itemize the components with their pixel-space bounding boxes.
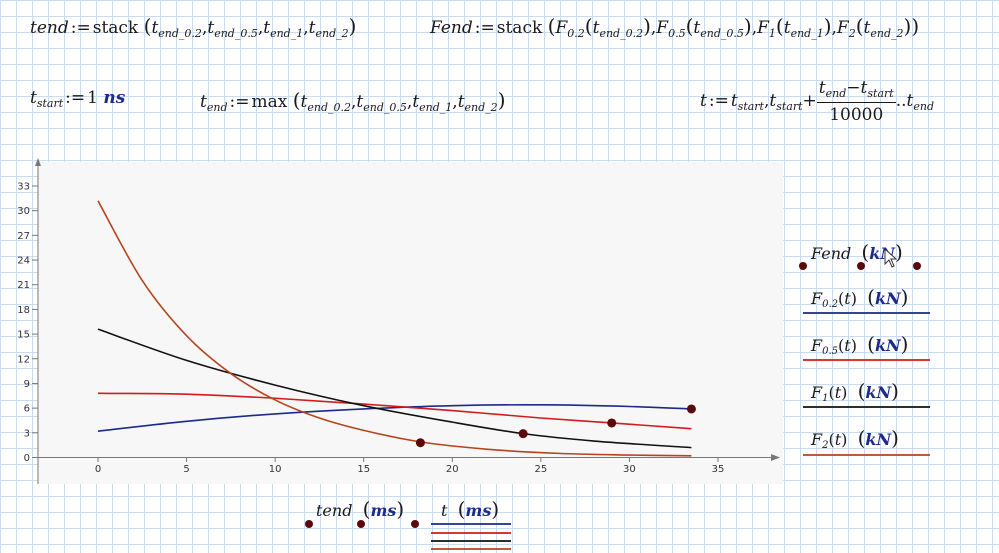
y-tick-label: 0 xyxy=(24,453,30,464)
y-tick-label: 9 xyxy=(24,379,30,390)
x-tick-label: 0 xyxy=(95,464,101,475)
legend-marker-swatch xyxy=(857,262,865,270)
tstart-definition[interactable]: tstart:= 1 ns xyxy=(30,88,126,110)
y-tick-label: 12 xyxy=(17,354,30,365)
fend-marker[interactable] xyxy=(518,429,528,439)
y-tick-label: 15 xyxy=(17,330,30,341)
fend-marker[interactable] xyxy=(686,404,696,414)
plot-background xyxy=(38,162,783,484)
max-function: max xyxy=(251,92,288,112)
stack-function: stack xyxy=(496,18,543,38)
legend-fend[interactable]: Fend (kN) xyxy=(811,240,903,264)
x-axis-arrow-icon xyxy=(771,454,780,461)
legend-f2[interactable]: F2(t) (kN) xyxy=(811,426,899,451)
x-legend-marker-swatch xyxy=(357,520,365,528)
x-label-t[interactable]: t (ms) xyxy=(441,497,500,521)
y-tick-label: 33 xyxy=(17,182,30,193)
series-line-1[interactable] xyxy=(97,392,692,430)
tend-max-equation[interactable]: tend:= max (tend_0.2,tend_0.5,tend_1,tend… xyxy=(200,88,506,114)
tend-variable: tend xyxy=(30,18,69,38)
tstart-value: 1 xyxy=(87,88,98,108)
x-tick-label: 20 xyxy=(446,464,459,475)
series-line-3[interactable] xyxy=(97,200,692,457)
x-tick-label: 30 xyxy=(623,464,636,475)
y-tick-label: 27 xyxy=(17,231,30,242)
mouse-cursor-icon xyxy=(884,248,898,268)
legend-marker-swatch xyxy=(913,262,921,270)
unit-ns: ns xyxy=(103,88,126,108)
y-tick-label: 18 xyxy=(17,305,30,316)
assign-operator: := xyxy=(70,18,91,38)
xy-plot[interactable]: 0 3 6 9 12 15 18 21 24 27 30 33 0 5 10 15 20 25 30 35 Fend… xyxy=(0,152,999,553)
x-tick-label: 35 xyxy=(712,464,725,475)
y-tick-label: 6 xyxy=(24,404,30,415)
fend-stack-equation[interactable]: Fend:= stack (F0.2(tend_0.2),F0.5(tend_0.… xyxy=(430,14,920,40)
y-tick-label: 21 xyxy=(17,280,30,291)
plot-canvas[interactable]: 0 3 6 9 12 15 18 21 24 27 30 33 0 5 10 15 20 25 30 35 xyxy=(0,152,999,553)
y-axis-arrow-icon xyxy=(35,158,41,166)
t-range-equation[interactable]: t:= tstart,tstart+ tend−tstart 10000 ..tend xyxy=(700,78,934,125)
fend-marker[interactable] xyxy=(415,438,425,448)
step-fraction: tend−tstart 10000 xyxy=(816,78,896,125)
x-tick-label: 10 xyxy=(269,464,282,475)
x-label-tend[interactable]: tend (ms) xyxy=(316,497,405,521)
fend-marker[interactable] xyxy=(607,418,617,428)
stack-function: stack xyxy=(92,18,139,38)
tend-stack-equation[interactable]: tend:= stack (tend_0.2,tend_0.5,tend_1,te… xyxy=(30,14,357,40)
series-line-2[interactable] xyxy=(97,328,692,449)
legend-f02[interactable]: F0.2(t) (kN) xyxy=(811,285,909,310)
x-tick-label: 15 xyxy=(357,464,370,475)
x-legend-marker-swatch xyxy=(305,520,313,528)
y-tick-label: 24 xyxy=(17,256,30,267)
y-tick-label: 3 xyxy=(24,428,30,439)
assign-operator: := xyxy=(474,18,495,38)
y-tick-label: 30 xyxy=(17,206,30,217)
legend-f1[interactable]: F1(t) (kN) xyxy=(811,379,899,404)
x-tick-label: 5 xyxy=(183,464,189,475)
legend-marker-swatch xyxy=(799,262,807,270)
x-tick-label: 25 xyxy=(534,464,547,475)
legend-f05[interactable]: F0.5(t) (kN) xyxy=(811,332,909,357)
x-legend-marker-swatch xyxy=(411,520,419,528)
fend-variable: Fend xyxy=(430,18,473,38)
